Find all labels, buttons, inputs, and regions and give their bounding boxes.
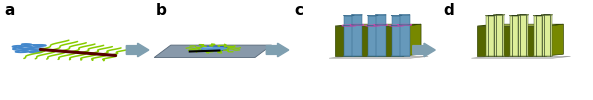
Bar (510, 16, 521, 56)
Ellipse shape (517, 14, 529, 15)
Ellipse shape (391, 25, 402, 26)
Ellipse shape (343, 15, 355, 16)
Bar (534, 16, 544, 56)
FancyArrow shape (413, 43, 435, 57)
Bar (352, 15, 362, 56)
Ellipse shape (541, 14, 553, 15)
Text: a: a (5, 3, 15, 18)
Polygon shape (403, 24, 421, 56)
Ellipse shape (493, 14, 505, 15)
Polygon shape (477, 24, 563, 26)
Ellipse shape (367, 25, 378, 26)
Bar (541, 15, 552, 56)
Text: b: b (155, 3, 166, 18)
FancyArrow shape (126, 43, 149, 57)
Bar (344, 16, 354, 56)
Polygon shape (471, 56, 570, 58)
Bar (494, 15, 505, 56)
Ellipse shape (202, 47, 213, 48)
Ellipse shape (367, 15, 378, 16)
Polygon shape (335, 26, 403, 56)
Ellipse shape (509, 15, 521, 16)
Polygon shape (335, 24, 421, 26)
Text: d: d (444, 3, 454, 18)
Ellipse shape (485, 15, 497, 16)
Bar (486, 16, 496, 56)
Polygon shape (546, 24, 563, 56)
Polygon shape (329, 56, 428, 58)
Ellipse shape (343, 25, 355, 26)
FancyArrow shape (266, 43, 289, 57)
Bar (368, 16, 378, 56)
Bar (518, 15, 528, 56)
Ellipse shape (533, 15, 545, 16)
Bar (375, 15, 385, 56)
Ellipse shape (391, 15, 402, 16)
Text: c: c (295, 3, 304, 18)
Ellipse shape (198, 46, 229, 51)
Polygon shape (154, 45, 272, 58)
Polygon shape (477, 26, 546, 56)
Bar (391, 16, 401, 56)
Bar (400, 15, 410, 56)
